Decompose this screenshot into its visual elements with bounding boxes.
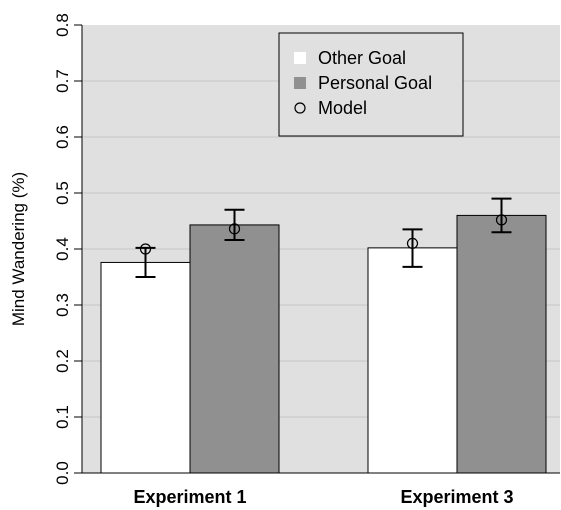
legend-label: Personal Goal xyxy=(318,73,432,93)
y-tick-label: 0.1 xyxy=(53,405,72,429)
bar xyxy=(367,247,458,474)
legend-swatch xyxy=(294,52,306,64)
x-axis: Experiment 1 Experiment 3 xyxy=(82,472,560,507)
model-points xyxy=(139,214,508,255)
model-point xyxy=(406,237,419,249)
model-point xyxy=(228,223,241,235)
y-tick-label: 0.8 xyxy=(53,13,72,37)
bar xyxy=(100,261,191,474)
y-tick-label: 0.4 xyxy=(53,237,72,261)
legend-label: Model xyxy=(318,98,367,118)
legend-box xyxy=(278,32,464,137)
legend: Other Goal Personal Goal Model xyxy=(278,32,464,137)
y-tick-label: 0.0 xyxy=(53,461,72,485)
x-category-label: Experiment 3 xyxy=(400,487,513,507)
y-axis: 0.0 0.1 0.2 0.3 0.4 0.5 0.6 0.7 0.8 xyxy=(53,13,83,485)
y-tick-label: 0.6 xyxy=(53,125,72,149)
y-tick-label: 0.3 xyxy=(53,293,72,317)
legend-circle-icon xyxy=(294,102,306,114)
y-tick-label: 0.2 xyxy=(53,349,72,373)
model-point xyxy=(139,243,152,255)
y-tick-label: 0.7 xyxy=(53,69,72,93)
legend-swatch xyxy=(294,77,306,89)
x-category-label: Experiment 1 xyxy=(133,487,246,507)
y-tick-label: 0.5 xyxy=(53,181,72,205)
bar xyxy=(189,224,280,474)
bar xyxy=(456,214,547,474)
error-bars xyxy=(135,197,512,278)
legend-label: Other Goal xyxy=(318,48,406,68)
model-point xyxy=(495,214,508,226)
y-axis-label: Mind Wandering (%) xyxy=(9,172,28,326)
